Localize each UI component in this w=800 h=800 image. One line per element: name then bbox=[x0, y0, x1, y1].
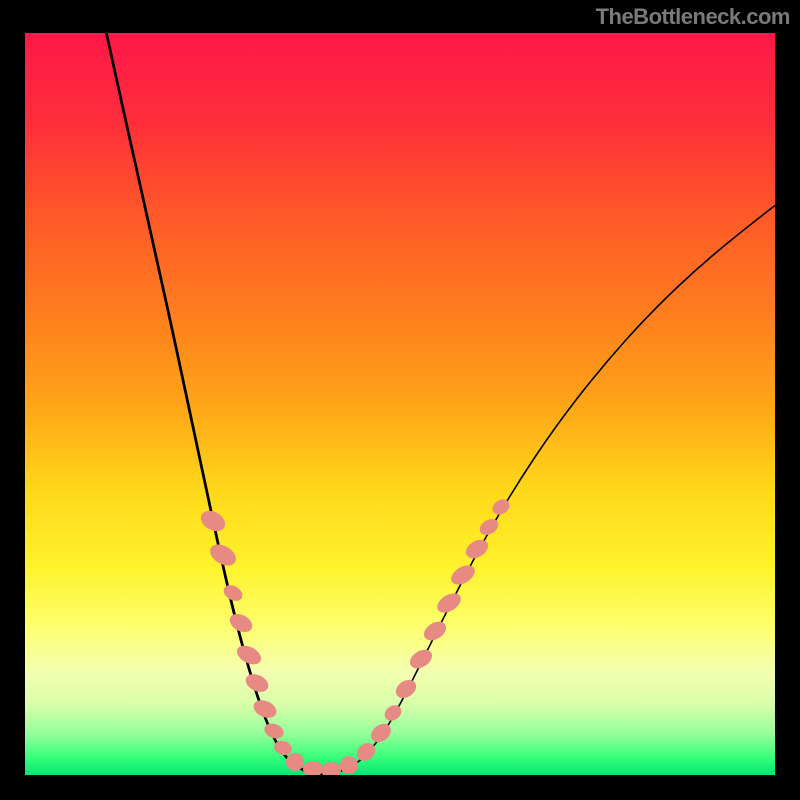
plot-area bbox=[25, 33, 775, 775]
data-marker bbox=[340, 756, 358, 774]
curves-svg bbox=[25, 33, 775, 775]
curve-left bbox=[102, 33, 325, 774]
watermark-text: TheBottleneck.com bbox=[596, 4, 790, 30]
data-marker bbox=[303, 761, 323, 775]
data-marker bbox=[286, 753, 304, 771]
curve-right bbox=[325, 198, 775, 774]
data-marker bbox=[321, 762, 341, 775]
